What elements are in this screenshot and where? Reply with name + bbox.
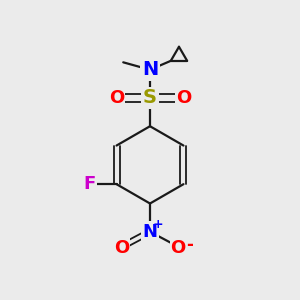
- Text: O: O: [176, 89, 191, 107]
- Text: S: S: [143, 88, 157, 107]
- Text: N: N: [142, 223, 158, 241]
- Text: N: N: [142, 60, 158, 79]
- Text: -: -: [186, 236, 193, 254]
- Text: O: O: [171, 239, 186, 257]
- Text: +: +: [153, 218, 164, 231]
- Text: F: F: [84, 175, 96, 193]
- Text: O: O: [114, 239, 129, 257]
- Text: O: O: [109, 89, 124, 107]
